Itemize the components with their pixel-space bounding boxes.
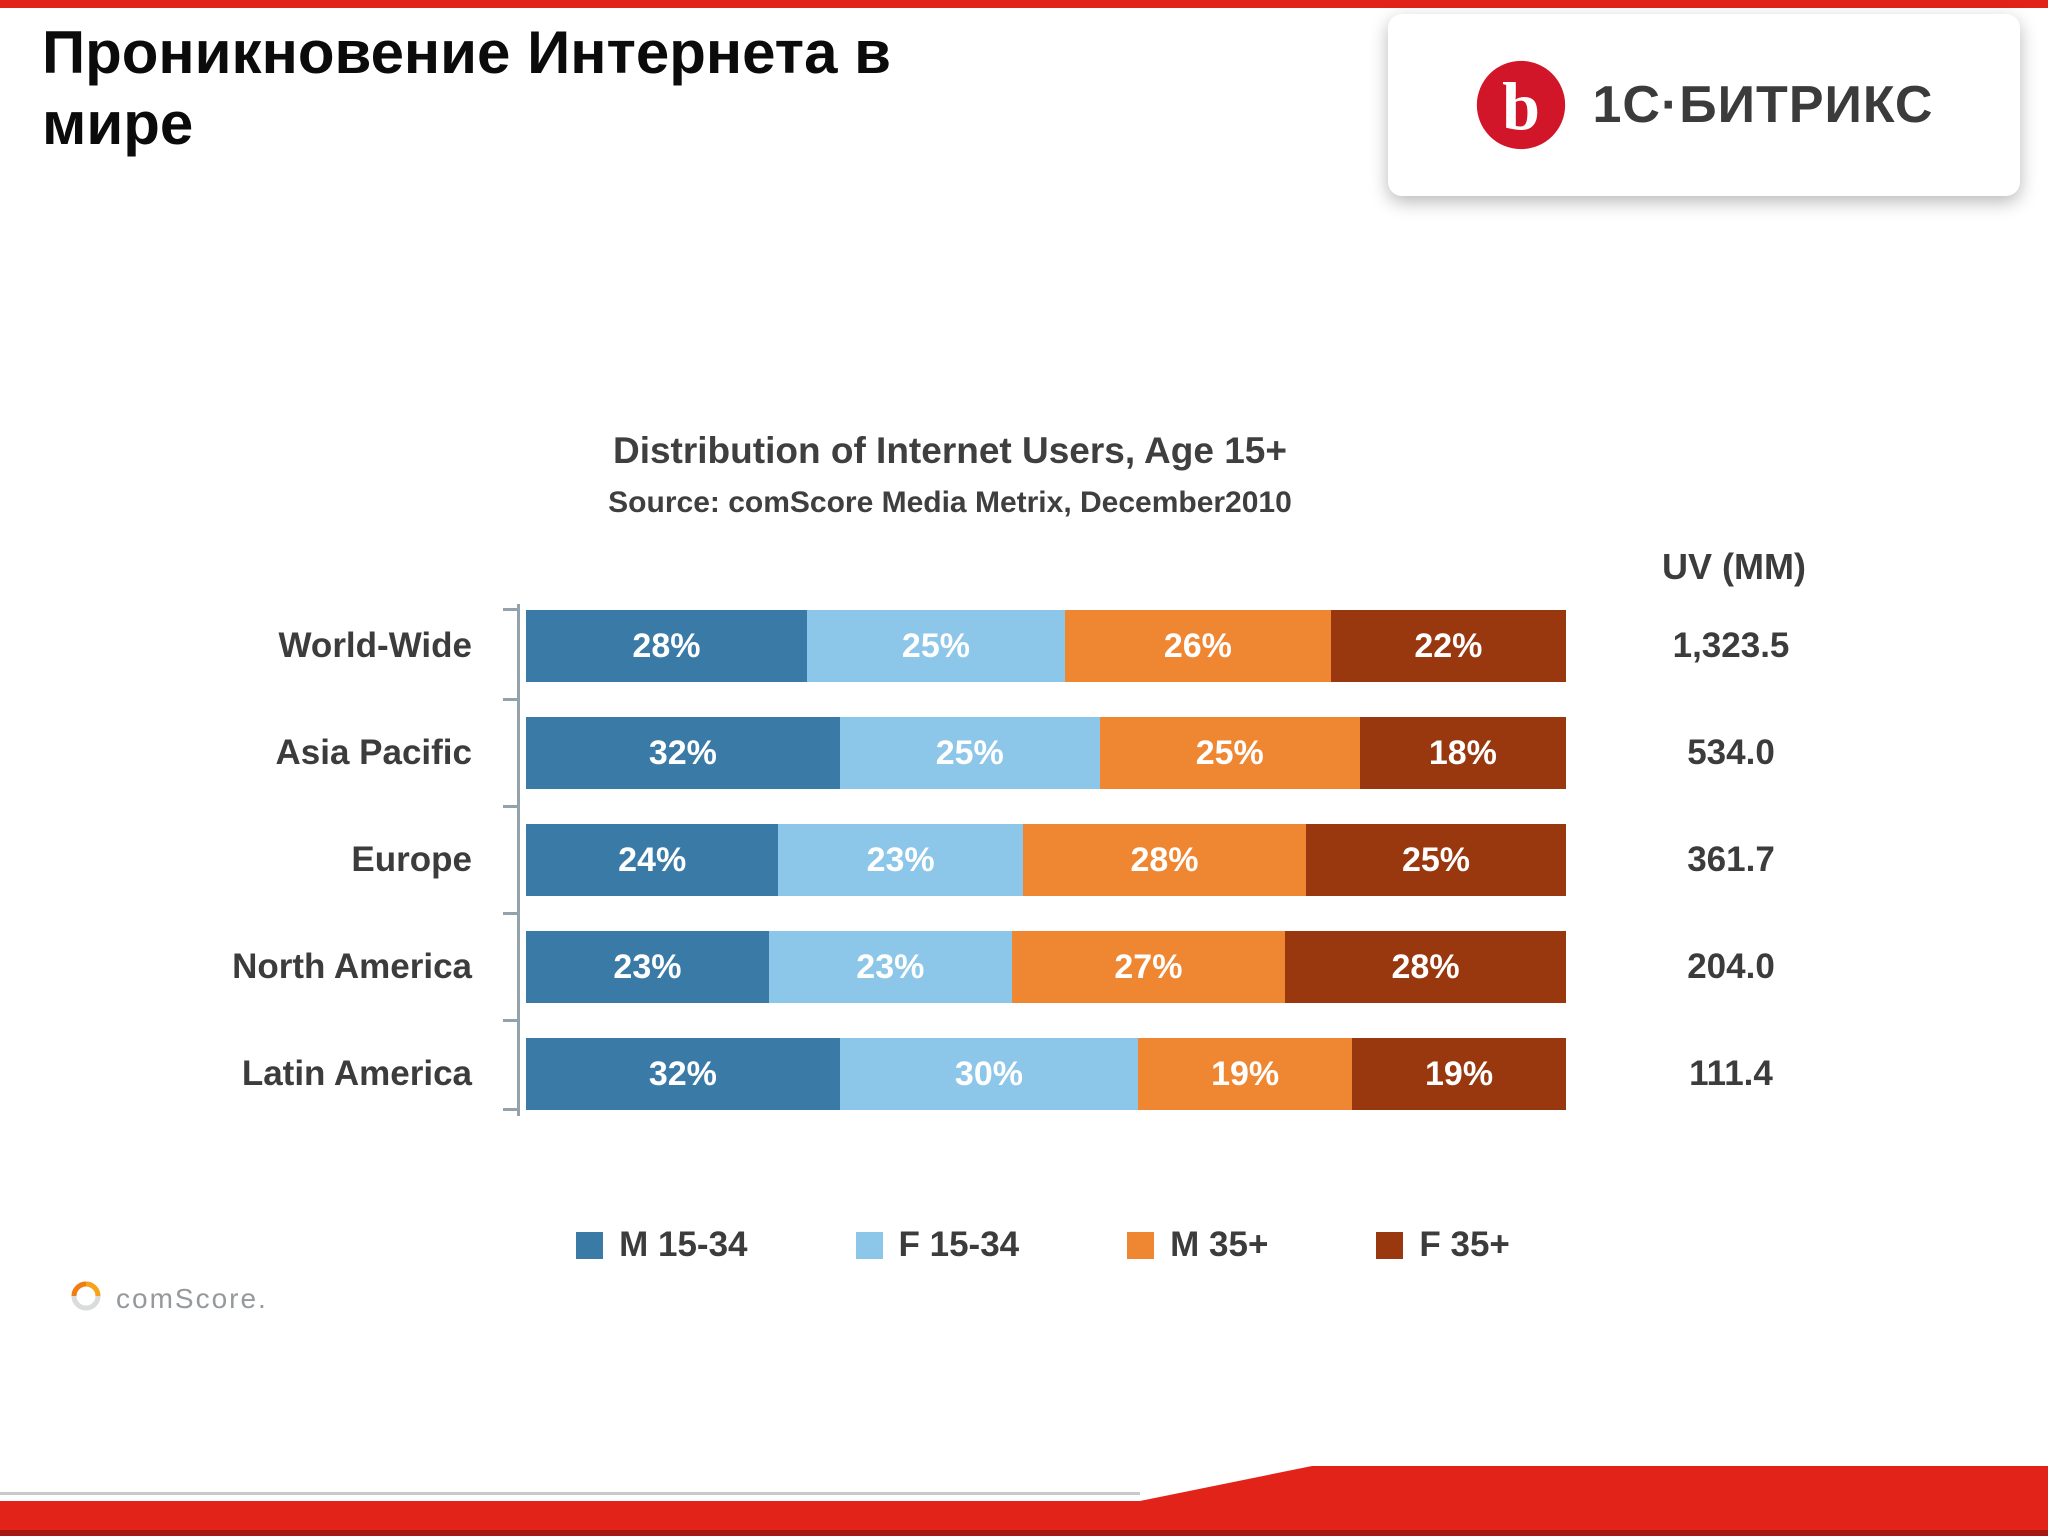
bar-segment-m-15-34: 32% [526,717,840,789]
segment-value-label: 26% [1163,626,1232,665]
uv-value: 204.0 [1687,947,1775,986]
bar-segment-f-15-34: 25% [839,717,1100,789]
legend-item: F 15-34 [855,1225,1020,1265]
chart-row: World-Wide 28% 25% 26% 22% 1,323.5 [0,610,1896,682]
chart-row: Latin America 32% 30% 19% 19% 111.4 [0,1038,1896,1110]
segment-value-label: 28% [632,626,701,665]
segment-value-label: 27% [1114,947,1183,986]
segment-value-label: 19% [1425,1054,1494,1093]
bar-segment-f-35plus: 25% [1306,824,1566,896]
brand-card: b 1С·БИТРИКС [1388,14,2020,196]
bar-segment-m-15-34: 32% [526,1038,840,1110]
bar-track: 23% 23% 27% 28% [526,931,1566,1003]
bar-track: 32% 30% 19% 19% [526,1038,1567,1110]
segment-value-label: 23% [613,947,682,986]
segment-value-label: 32% [648,1054,717,1093]
uv-value: 111.4 [1689,1054,1773,1093]
segment-value-label: 25% [935,733,1004,772]
bar-segment-m-35plus: 19% [1138,1038,1353,1110]
axis-tick [503,804,517,808]
legend-swatch [576,1231,604,1259]
row-label: World-Wide [278,626,472,665]
segment-value-label: 28% [1130,840,1199,879]
bar-segment-m-35plus: 27% [1011,931,1286,1003]
axis-line [503,604,520,1116]
legend-label: M 15-34 [619,1225,748,1264]
legend-swatch [1127,1231,1155,1259]
axis-tick [503,697,517,701]
segment-value-label: 28% [1391,947,1460,986]
bar-segment-m-15-34: 23% [526,931,769,1003]
segment-value-label: 25% [1195,733,1264,772]
segment-value-label: 30% [954,1054,1023,1093]
chart-row: North America 23% 23% 27% 28% 204.0 [0,931,1896,1003]
comscore-text: comScore. [116,1282,268,1314]
segment-value-label: 18% [1428,733,1497,772]
segment-value-label: 32% [648,733,717,772]
bar-segment-m-15-34: 24% [526,824,779,896]
bar-segment-f-15-34: 30% [839,1038,1139,1110]
bitrix-logo-letter: b [1502,68,1540,144]
bar-segment-f-35plus: 28% [1285,931,1566,1003]
axis-tick [503,1108,517,1111]
legend-item: F 35+ [1376,1225,1510,1265]
bottom-band [0,1466,2048,1536]
axis-tick [503,1018,517,1022]
bar-segment-f-15-34: 25% [806,610,1065,682]
uv-value: 1,323.5 [1672,626,1790,665]
legend-label: F 15-34 [898,1225,1020,1264]
segment-value-label: 19% [1211,1054,1280,1093]
segment-value-label: 25% [1401,840,1471,879]
bar-segment-f-15-34: 23% [778,824,1023,896]
row-label: Asia Pacific [275,733,473,772]
axis-tick [503,608,517,611]
chart-rows: World-Wide 28% 25% 26% 22% 1,323.5 Asia Pacifi… [0,604,1896,1116]
legend-label: F 35+ [1419,1225,1510,1264]
bar-track: 32% 25% 25% 18% [526,717,1566,789]
uv-value: 534.0 [1687,733,1775,772]
uv-value: 361.7 [1687,840,1775,879]
bar-segment-f-15-34: 23% [768,931,1012,1003]
row-label: North America [232,947,472,986]
bar-segment-f-35plus: 18% [1359,717,1566,789]
axis-tick [503,911,517,915]
bar-segment-f-35plus: 19% [1352,1038,1567,1110]
row-label: Latin America [241,1054,472,1093]
bar-track: 24% 23% 28% 25% [526,824,1566,896]
legend-item: M 15-34 [576,1225,748,1265]
comscore-icon [68,1278,104,1319]
chart-row: Asia Pacific 32% 25% 25% 18% 534.0 [0,717,1896,789]
chart-title: Distribution of Internet Users, Age 15+ [612,430,1287,471]
chart-subtitle: Source: comScore Media Metrix, December2… [608,486,1292,519]
bar-segment-m-35plus: 25% [1099,717,1360,789]
row-label: Europe [351,840,472,879]
bar-segment-f-35plus: 22% [1330,610,1566,682]
legend-swatch [855,1231,883,1259]
comscore-logo: comScore. [68,1278,268,1319]
bar-segment-m-35plus: 26% [1065,610,1331,682]
bar-segment-m-15-34: 28% [526,610,807,682]
uv-header: UV (MM) [1662,546,1806,587]
top-accent-line [0,0,2048,8]
bar-track: 28% 25% 26% 22% [526,610,1566,682]
legend-swatch [1376,1231,1404,1259]
segment-value-label: 23% [866,840,935,879]
segment-value-label: 23% [856,947,925,986]
segment-value-label: 25% [901,626,970,665]
segment-value-label: 24% [618,840,687,879]
legend-label: M 35+ [1170,1225,1269,1264]
segment-value-label: 22% [1414,626,1483,665]
chart: Distribution of Internet Users, Age 15+ … [0,430,2048,1350]
chart-legend: M 15-34 F 15-34 M 35+ F 35+ [520,1225,1566,1265]
bitrix-logo-icon: b [1475,59,1567,151]
bitrix-logo-text: 1С·БИТРИКС [1592,76,1934,134]
chart-row: Europe 24% 23% 28% 25% 361.7 [0,824,1896,896]
legend-item: M 35+ [1127,1225,1268,1265]
page-title: Проникновение Интернета в мире [42,19,891,157]
bar-segment-m-35plus: 28% [1022,824,1306,896]
